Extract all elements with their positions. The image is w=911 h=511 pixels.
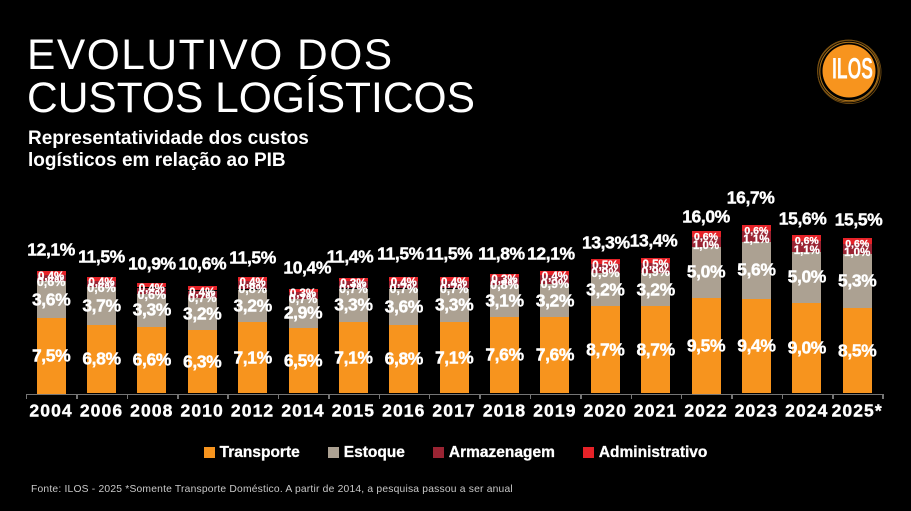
svg-text:ILOS: ILOS [832, 53, 873, 86]
